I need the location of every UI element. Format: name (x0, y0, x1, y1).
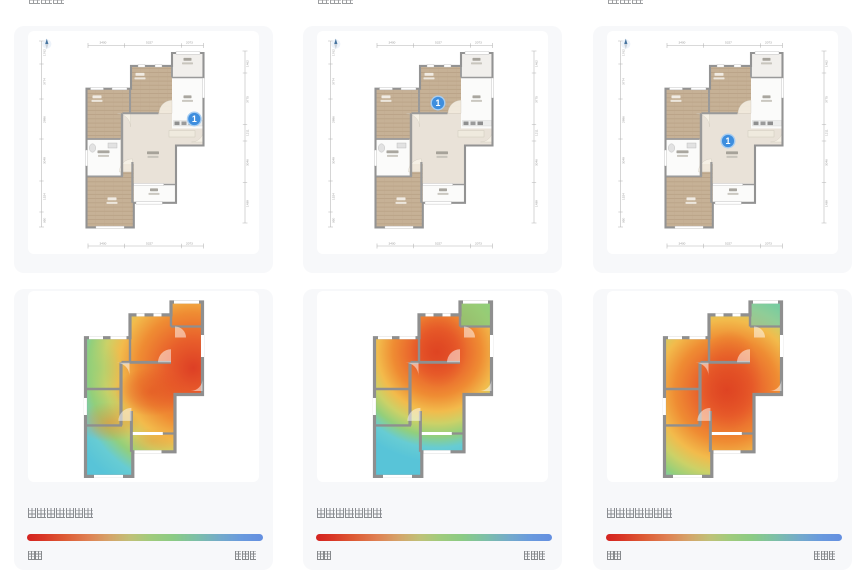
svg-text:1: 1 (436, 98, 441, 108)
svg-text:1: 1 (192, 114, 197, 124)
svg-text:1: 1 (726, 136, 731, 146)
